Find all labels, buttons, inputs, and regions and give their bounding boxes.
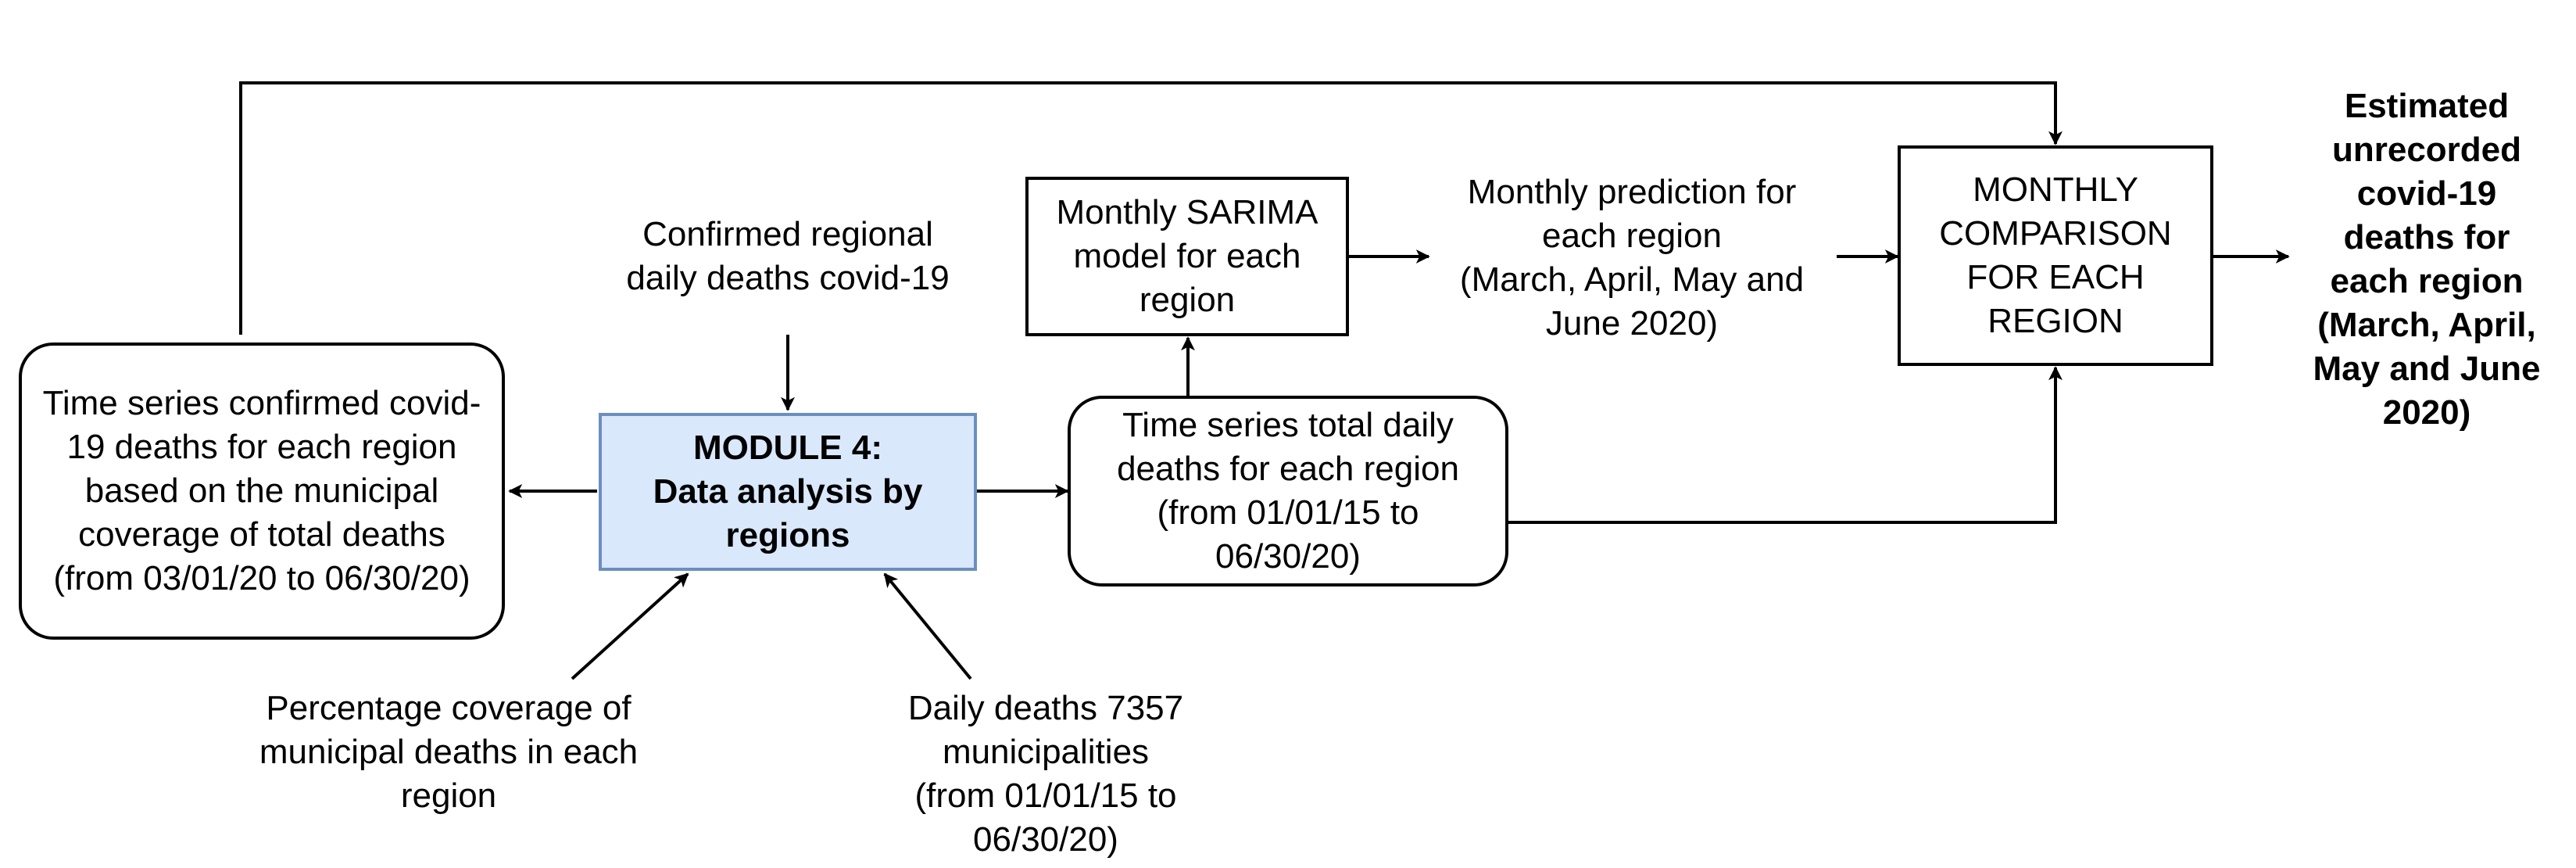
daily-deaths-input-text: Daily deaths 7357 municipalities (from 0… xyxy=(907,689,1184,859)
arrow-total-series-to-comparison xyxy=(1508,366,2063,524)
total-series-label: Time series total daily deaths for each … xyxy=(1117,406,1459,576)
module4-label: MODULE 4: Data analysis by regions xyxy=(653,429,923,554)
output-text: Estimated unrecorded covid-19 deaths for… xyxy=(2313,87,2541,432)
comparison-label: MONTHLY COMPARISON FOR EACH REGION xyxy=(1939,170,2172,340)
arrow-daily-deaths-to-module xyxy=(883,572,972,680)
total-series-box: Time series total daily deaths for each … xyxy=(1068,396,1508,586)
confirmed-input-text: Confirmed regional daily deaths covid-19 xyxy=(626,215,950,297)
sarima-box: Monthly SARIMA model for each region xyxy=(1025,177,1349,336)
regional-series-label: Time series confirmed covid- 19 deaths f… xyxy=(42,384,481,597)
sarima-label: Monthly SARIMA model for each region xyxy=(1056,193,1318,319)
regional-series-box: Time series confirmed covid- 19 deaths f… xyxy=(19,343,505,640)
module4-box: MODULE 4: Data analysis by regions xyxy=(599,413,977,571)
arrow-coverage-to-module xyxy=(571,572,689,680)
prediction-text: Monthly prediction for each region (Marc… xyxy=(1459,173,1805,343)
coverage-input-text: Percentage coverage of municipal deaths … xyxy=(259,689,639,815)
arrow-regional-series-to-comparison xyxy=(239,81,2063,335)
comparison-box: MONTHLY COMPARISON FOR EACH REGION xyxy=(1898,145,2213,366)
